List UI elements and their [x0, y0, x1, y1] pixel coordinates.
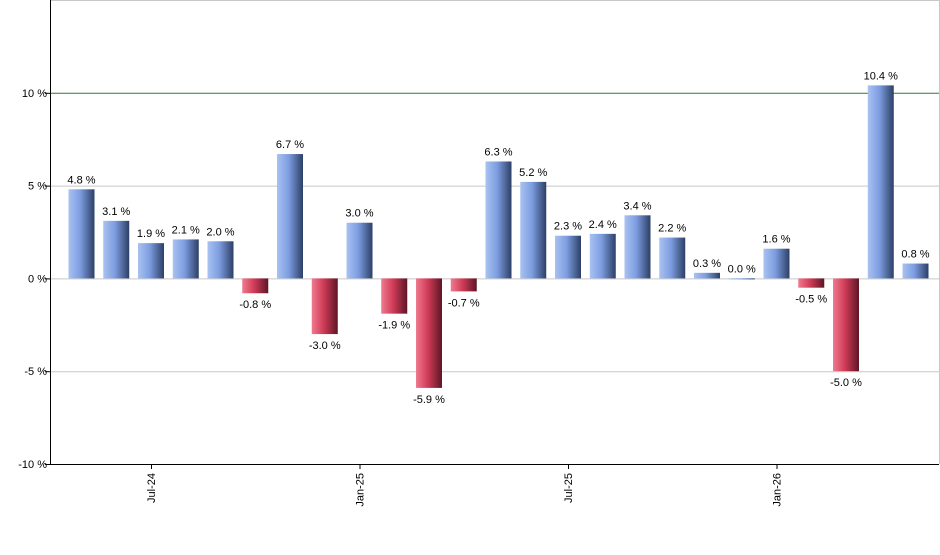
data-label: 0.3 % [693, 258, 721, 270]
bar [138, 243, 164, 279]
bar [798, 278, 825, 288]
x-tick-label: Jul-24 [146, 473, 158, 503]
bar [694, 272, 720, 279]
bar [103, 220, 130, 279]
data-label: 2.3 % [554, 221, 582, 233]
data-label: 1.6 % [762, 234, 790, 246]
data-label: 3.1 % [102, 206, 130, 218]
y-tick-label: 0 % [28, 273, 47, 285]
data-label: 1.9 % [137, 228, 165, 240]
data-label: -5.9 % [413, 394, 445, 406]
data-label: 0.0 % [728, 263, 756, 275]
data-label: 6.3 % [484, 146, 512, 158]
data-label: -1.9 % [378, 320, 410, 332]
bar [68, 189, 95, 279]
data-label: -0.8 % [239, 299, 271, 311]
y-tick-label: 5 % [28, 181, 47, 193]
bar [728, 278, 755, 280]
bar [346, 222, 373, 279]
bar-layer [68, 85, 929, 388]
bar [902, 263, 929, 279]
bar [277, 154, 303, 279]
bar [242, 278, 269, 294]
bar [311, 278, 338, 335]
data-label: 10.4 % [864, 70, 898, 82]
bar [450, 278, 477, 292]
data-label: 3.0 % [345, 208, 373, 220]
x-tick-label: Jul-25 [563, 473, 575, 503]
data-label: 2.1 % [172, 224, 200, 236]
data-label: 2.2 % [658, 223, 686, 235]
bar [207, 241, 234, 279]
data-label: 2.0 % [206, 226, 234, 238]
data-label: 4.8 % [67, 174, 95, 186]
x-tick-label: Jan-25 [355, 473, 367, 507]
bar [381, 278, 408, 314]
data-label-layer: 4.8 % 3.1 % 1.9 % 2.1 % 2.0 % -0.8 % 6.7 % -3.0… [67, 70, 929, 406]
data-label: -0.5 % [795, 294, 827, 306]
bar [485, 161, 512, 279]
data-label: 5.2 % [519, 167, 547, 179]
data-label: 2.4 % [589, 219, 617, 231]
y-tick-label: -10 % [18, 459, 47, 471]
bar [555, 235, 581, 279]
bar [659, 237, 686, 279]
bar [867, 85, 894, 279]
bar [520, 181, 547, 279]
data-label: 3.4 % [623, 200, 651, 212]
bar [624, 215, 651, 279]
y-tick-label: 10 % [22, 88, 47, 100]
data-label: 0.8 % [901, 249, 929, 261]
bar [589, 233, 616, 279]
data-label: -3.0 % [309, 340, 341, 352]
data-label: -5.0 % [830, 377, 862, 389]
x-tick-label: Jan-26 [772, 473, 784, 507]
data-label: -0.7 % [448, 297, 480, 309]
bar [172, 239, 199, 279]
bar [416, 278, 442, 388]
bar [763, 248, 790, 279]
bar [833, 278, 859, 372]
data-label: 6.7 % [276, 139, 304, 151]
y-tick-label: -5 % [24, 366, 47, 378]
